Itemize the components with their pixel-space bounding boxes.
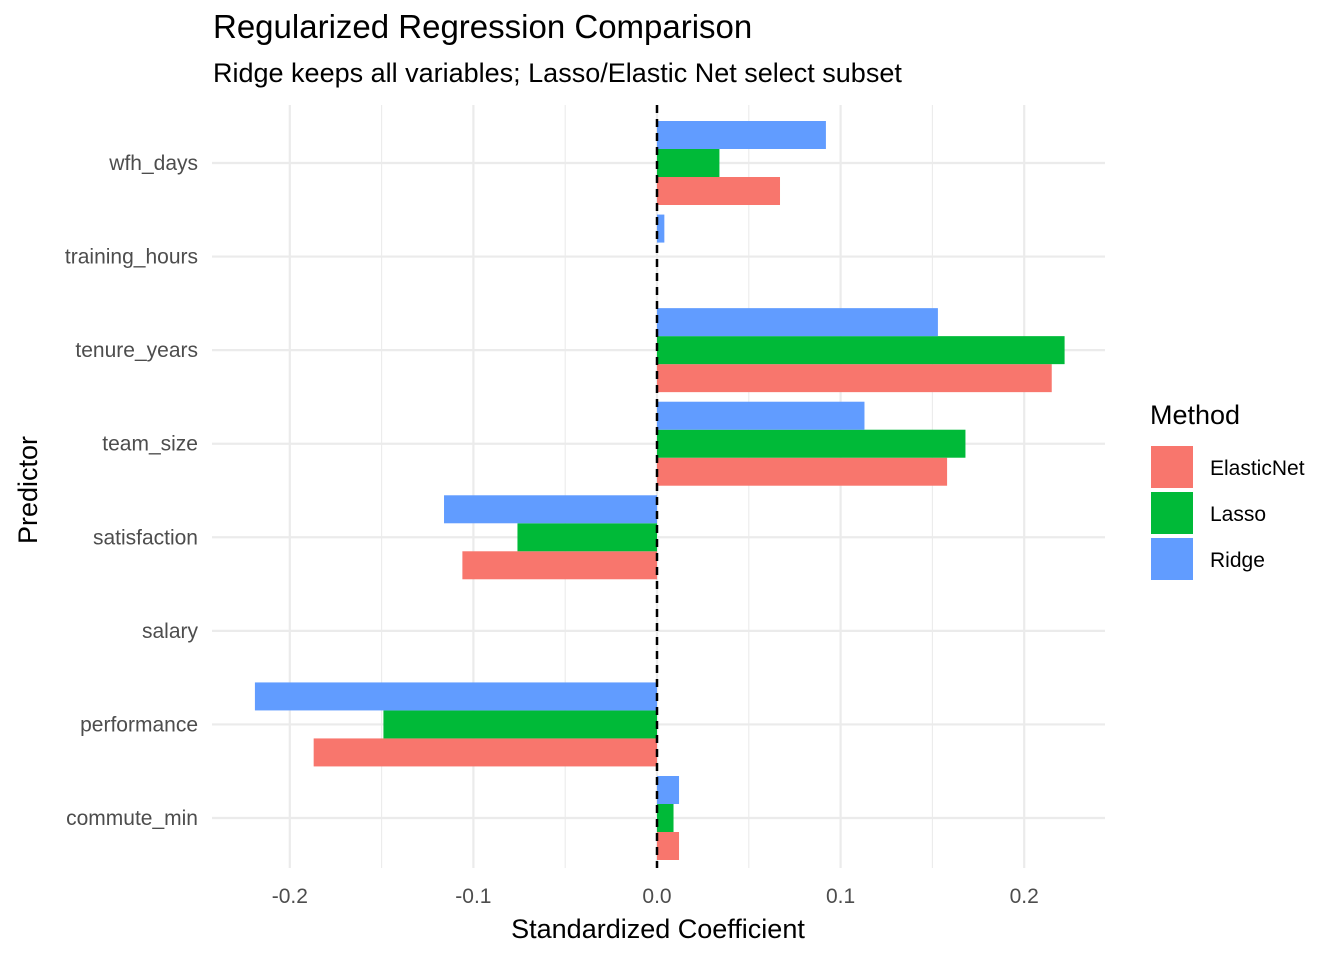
x-tick-label: 0.1 — [826, 885, 855, 908]
tick-label-layer: commute_min performance salary satisfaction… — [65, 152, 1039, 908]
chart-subtitle: Ridge keeps all variables; Lasso/Elastic… — [213, 58, 902, 88]
legend-key-elasticnet — [1151, 446, 1193, 488]
x-tick-label: 0.0 — [642, 885, 671, 908]
y-tick-label: tenure_years — [75, 339, 198, 362]
legend-key-lasso — [1151, 492, 1193, 534]
bar-ridge-satisfaction — [444, 495, 657, 524]
legend-title: Method — [1150, 400, 1240, 430]
bar-lasso-satisfaction — [517, 523, 657, 552]
x-tick-label: 0.2 — [1010, 885, 1039, 908]
chart-title: Regularized Regression Comparison — [213, 8, 753, 45]
bar-elasticnet-wfh_days — [657, 177, 781, 205]
y-tick-label: team_size — [102, 433, 198, 456]
legend-label-ridge: Ridge — [1210, 549, 1265, 572]
bar-ridge-wfh_days — [657, 121, 826, 149]
y-tick-label: satisfaction — [93, 526, 198, 549]
x-tick-label: -0.1 — [455, 885, 491, 908]
bar-lasso-team_size — [657, 429, 966, 458]
bar-layer — [254, 121, 1065, 860]
y-tick-label: performance — [80, 713, 198, 736]
bar-lasso-commute_min — [657, 804, 674, 832]
bar-elasticnet-commute_min — [657, 832, 680, 860]
legend-key-ridge — [1151, 538, 1193, 580]
y-tick-label: training_hours — [65, 246, 198, 269]
bar-ridge-training_hours — [657, 214, 665, 243]
y-axis-title: Predictor — [13, 436, 43, 544]
y-tick-label: commute_min — [66, 807, 198, 830]
bar-elasticnet-performance — [313, 738, 657, 767]
y-tick-label: salary — [142, 620, 199, 643]
legend: Method ElasticNet Lasso Ridge — [1150, 400, 1305, 580]
bar-elasticnet-tenure_years — [657, 364, 1052, 393]
bar-lasso-wfh_days — [657, 149, 720, 177]
bar-ridge-commute_min — [657, 776, 680, 804]
bar-ridge-performance — [254, 682, 657, 711]
bar-ridge-tenure_years — [657, 308, 938, 337]
x-axis-title: Standardized Coefficient — [511, 914, 805, 944]
x-tick-label: -0.2 — [272, 885, 308, 908]
bar-elasticnet-team_size — [657, 457, 948, 486]
bar-ridge-team_size — [657, 401, 865, 430]
bar-lasso-tenure_years — [657, 336, 1065, 365]
y-tick-label: wfh_days — [108, 152, 198, 175]
bar-elasticnet-satisfaction — [462, 551, 657, 580]
legend-label-elasticnet: ElasticNet — [1210, 457, 1305, 480]
legend-label-lasso: Lasso — [1210, 503, 1266, 526]
bar-lasso-performance — [383, 710, 657, 739]
